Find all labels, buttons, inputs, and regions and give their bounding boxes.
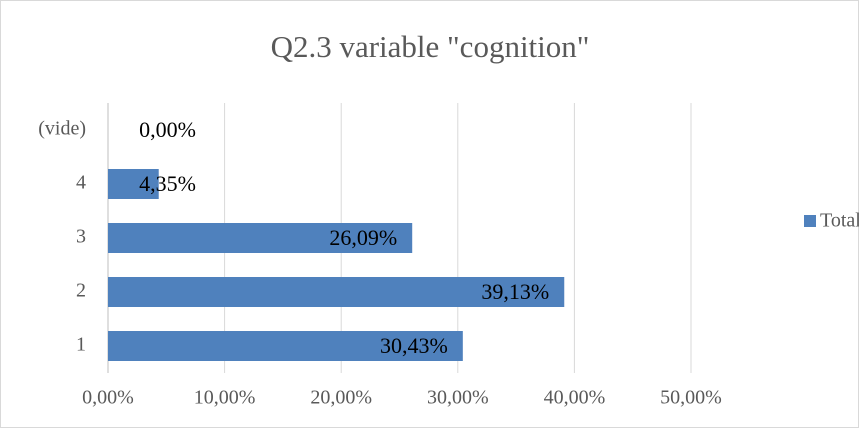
chart-title: Q2.3 variable "cognition" [271,29,590,64]
value-label: 26,09% [329,225,397,250]
x-tick-label: 50,00% [660,387,722,409]
y-tick-label: 1 [76,334,86,356]
y-tick-label: 4 [76,172,86,194]
bar [108,223,413,253]
x-tick-label: 40,00% [544,387,606,409]
x-tick-label: 30,00% [427,387,489,409]
legend-swatch [804,215,816,227]
x-tick-label: 10,00% [194,387,256,409]
value-label: 0,00% [139,117,196,142]
bar [108,169,159,199]
y-tick-label: 3 [76,226,86,248]
x-tick-label: 0,00% [82,387,134,409]
value-label: 30,43% [380,333,448,358]
value-label: 4,35% [139,171,196,196]
value-label: 39,13% [481,279,549,304]
y-tick-label: 2 [76,280,86,302]
bar [108,277,565,307]
bar [108,331,463,361]
y-tick-label: (vide) [38,118,86,140]
legend-label: Total [820,210,859,232]
x-tick-label: 20,00% [310,387,372,409]
